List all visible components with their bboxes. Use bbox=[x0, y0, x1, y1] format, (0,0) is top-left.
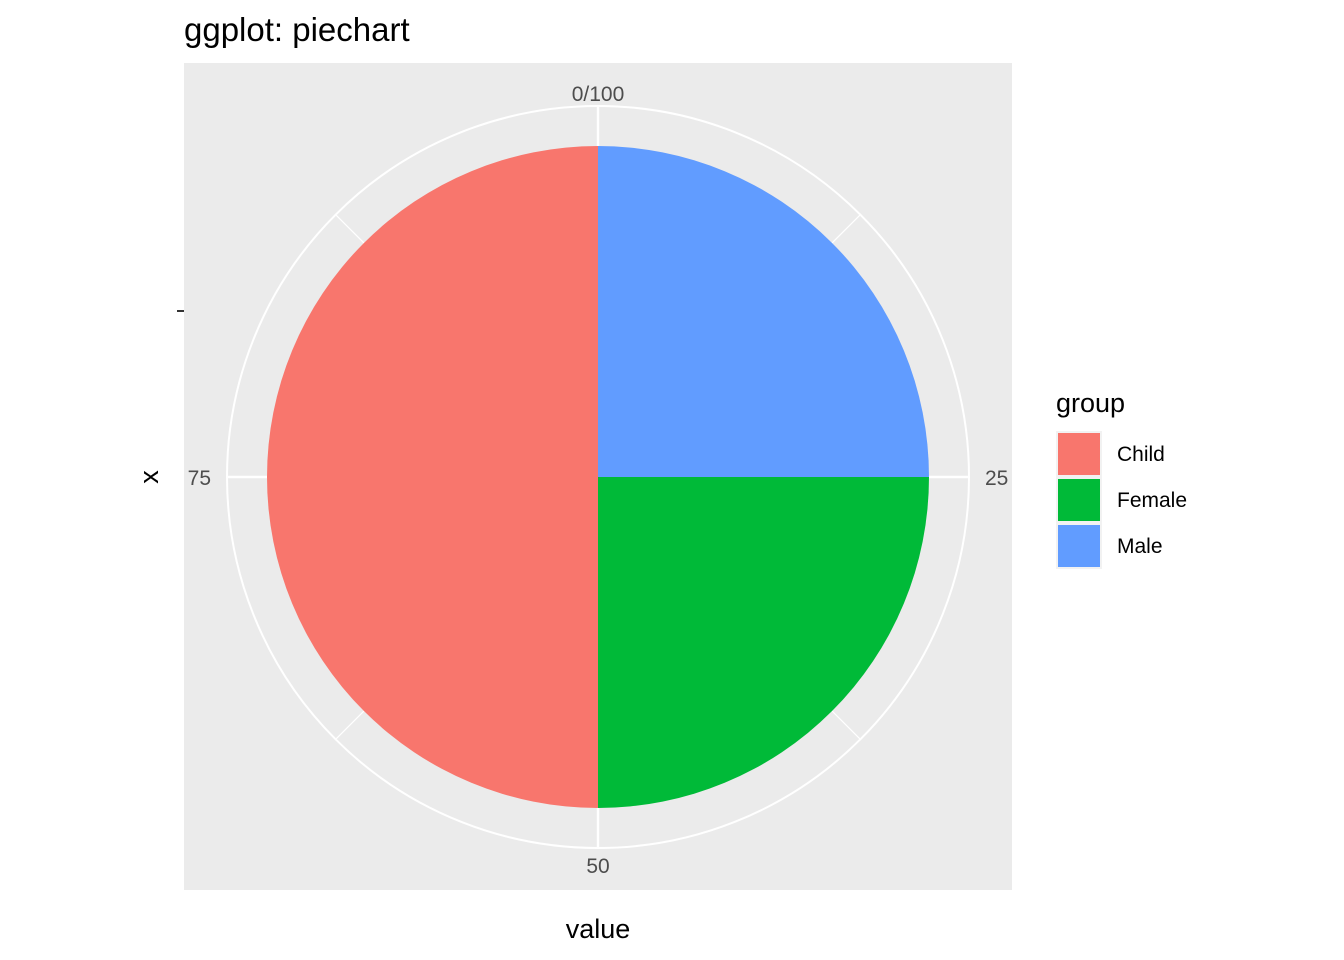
legend-key-child bbox=[1058, 433, 1100, 475]
theta-tick-label: 0/100 bbox=[572, 83, 625, 106]
y-axis-title: x bbox=[134, 470, 164, 484]
pie-slice-female bbox=[598, 477, 929, 808]
x-axis-title: value bbox=[566, 914, 631, 944]
legend-title: group bbox=[1056, 388, 1125, 418]
chart-title: ggplot: piechart bbox=[184, 11, 410, 48]
theta-tick-label: 25 bbox=[985, 467, 1008, 490]
legend-key-male bbox=[1058, 525, 1100, 567]
legend: group Child Female Male bbox=[1056, 388, 1187, 569]
pie-slice-male bbox=[598, 146, 929, 477]
pie-slice-child bbox=[267, 146, 598, 808]
theta-tick-label: 50 bbox=[586, 855, 609, 878]
slices bbox=[267, 146, 929, 808]
legend-label-female: Female bbox=[1117, 489, 1187, 512]
legend-key-female bbox=[1058, 479, 1100, 521]
legend-label-male: Male bbox=[1117, 535, 1163, 558]
legend-label-child: Child bbox=[1117, 443, 1165, 466]
theta-ticks: 0/100 25 50 75 bbox=[188, 83, 1009, 878]
theta-tick-label: 75 bbox=[188, 467, 211, 490]
